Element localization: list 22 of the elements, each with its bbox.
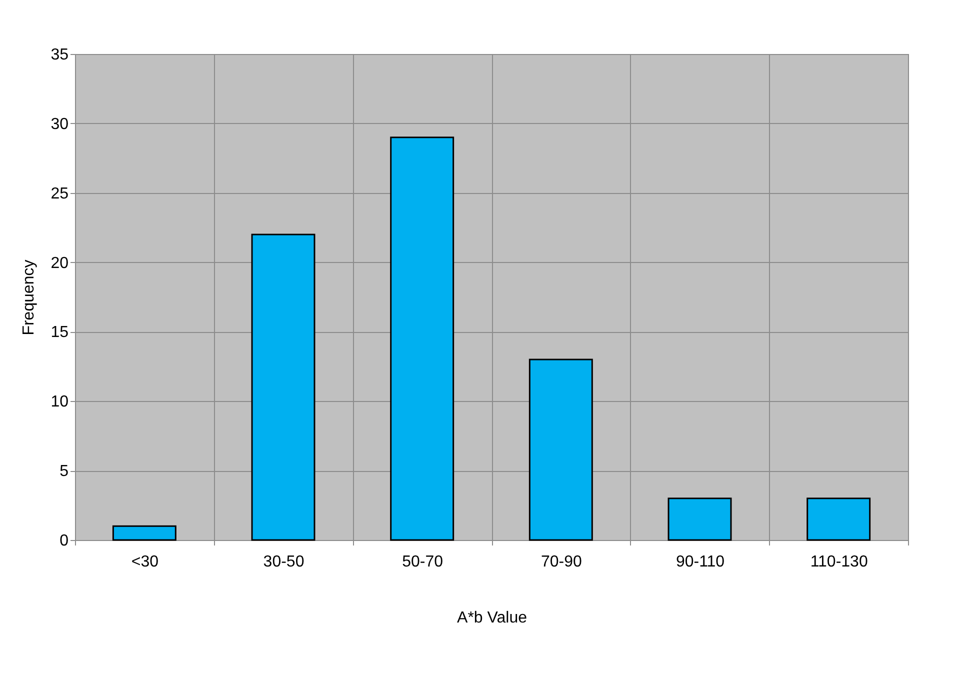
bar [390, 136, 454, 541]
bar [528, 358, 593, 541]
x-tick-label: 90-110 [676, 554, 725, 570]
x-tick-label: 50-70 [402, 554, 444, 570]
bar [251, 234, 316, 541]
y-tick-label: 0 [60, 532, 69, 550]
y-axis-title: Frequency [20, 260, 38, 336]
y-tick-label: 5 [60, 463, 69, 480]
y-tick-label: 15 [50, 324, 69, 342]
y-tick-label: 20 [50, 254, 69, 272]
bar [668, 498, 732, 541]
y-tick-label: 10 [50, 394, 69, 411]
x-tick-label: <30 [131, 554, 159, 570]
x-axis-title: A*b Value [457, 610, 528, 626]
y-tick-label: 25 [50, 185, 69, 202]
x-tick-label: 30-50 [263, 554, 304, 570]
bar [806, 498, 871, 541]
x-tick-label: 70-90 [540, 554, 582, 570]
y-tick-label: 35 [50, 46, 69, 64]
y-tick-label: 30 [50, 116, 69, 133]
bar [112, 525, 176, 541]
x-tick-label: 110-130 [810, 554, 868, 570]
